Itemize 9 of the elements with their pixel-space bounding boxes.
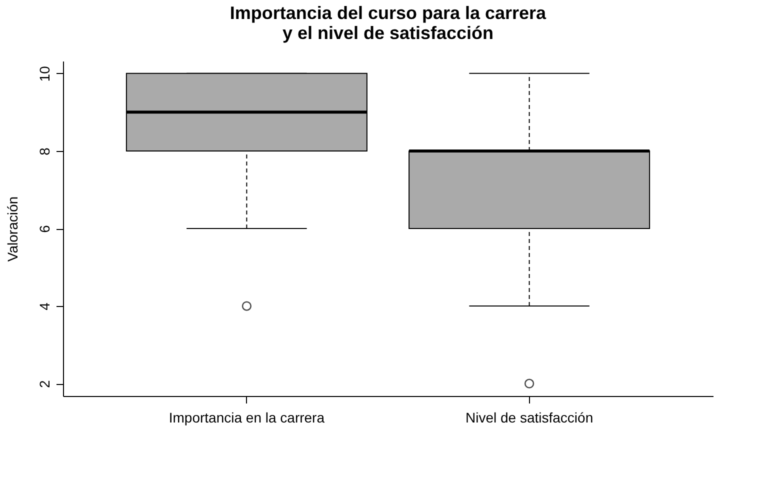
y-tick-label: 8 xyxy=(36,147,52,156)
y-tick-label: 4 xyxy=(36,302,52,310)
y-tick-label: 10 xyxy=(36,66,52,82)
y-tick-label: 2 xyxy=(36,380,52,388)
y-tick-label: 6 xyxy=(36,224,52,233)
x-tick-label: Nivel de satisfacción xyxy=(465,410,594,426)
x-tick-label: Importancia en la carrera xyxy=(168,410,325,426)
chart-title: Importancia del curso para la carrera y el nivel de satisfacción xyxy=(230,3,548,43)
y-axis-title: Valoración xyxy=(4,196,20,262)
